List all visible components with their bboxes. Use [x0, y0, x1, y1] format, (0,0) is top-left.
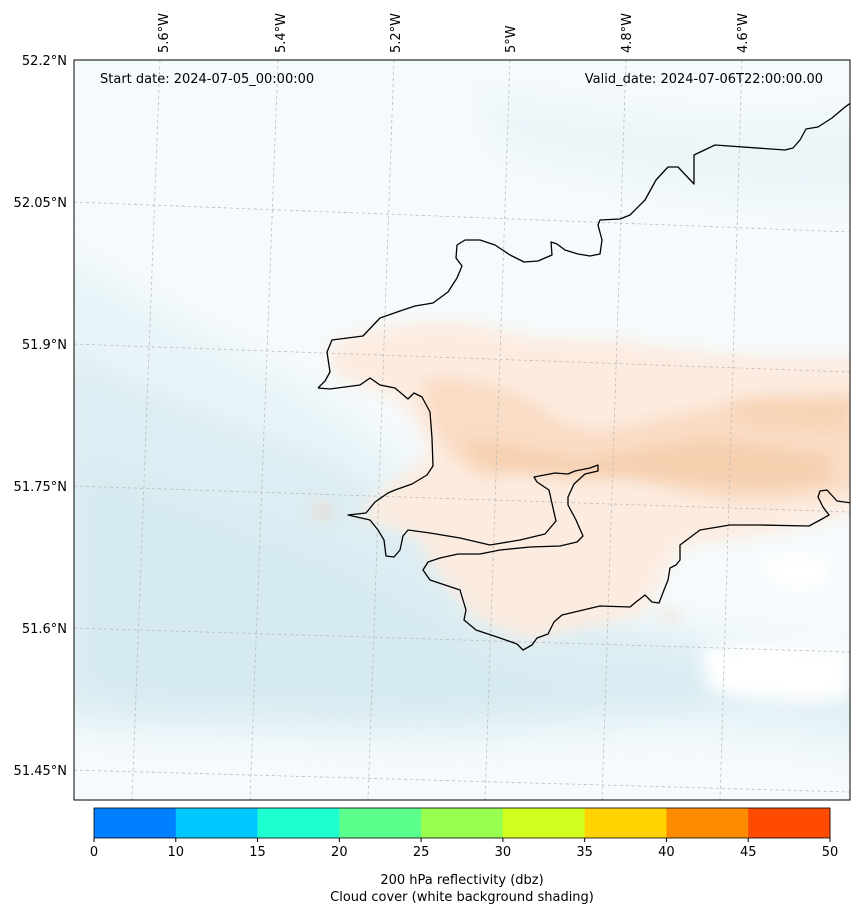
colorbar-tick-label: 35 [576, 845, 593, 860]
land-patch-south [662, 611, 678, 621]
colorbar-tick-label: 30 [495, 845, 512, 860]
colorbar-tick-label: 0 [90, 845, 98, 860]
colorbar-segment [175, 808, 259, 838]
lat-label: 51.9°N [22, 338, 67, 353]
land-patch-west [312, 506, 332, 517]
colorbar-ticks: 0 10 15 20 25 30 35 40 45 50 [90, 838, 838, 860]
lon-label: 5.4°W [274, 13, 289, 53]
colorbar-segment [502, 808, 586, 838]
colorbar-segment [339, 808, 422, 838]
colorbar-tick-label: 45 [740, 845, 757, 860]
map-frame [73, 59, 851, 801]
valid-date-label: Valid_date: 2024-07-06T22:00:00.00 [585, 72, 823, 87]
lat-label: 51.75°N [14, 480, 67, 495]
land-shade-core [470, 440, 830, 489]
land-reflectivity-shading [312, 321, 850, 702]
colorbar-tick-label: 25 [413, 845, 430, 860]
colorbar-segment [584, 808, 667, 838]
colorbar-segment [257, 808, 340, 838]
colorbar-tick-label: 20 [331, 845, 348, 860]
colorbar-segment [666, 808, 749, 838]
colorbar-segments [94, 808, 831, 838]
coastline [317, 102, 850, 651]
lat-label: 51.6°N [22, 622, 67, 637]
colorbar-segment [94, 808, 177, 838]
colorbar-segment [748, 808, 831, 838]
colorbar-tick-label: 10 [168, 845, 185, 860]
lon-label: 4.6°W [736, 13, 751, 53]
colorbar-label-line2: Cloud cover (white background shading) [330, 890, 594, 905]
longitude-labels: 5.6°W 5.4°W 5.2°W 5°W 4.8°W 4.6°W [157, 13, 751, 53]
lon-label: 4.8°W [620, 13, 635, 53]
lon-label: 5°W [504, 25, 519, 53]
sea-band-light-top [480, 90, 850, 205]
colorbar: 0 10 15 20 25 30 35 40 45 50 200 hPa reflectivity… [90, 807, 838, 905]
lat-label: 52.05°N [14, 196, 67, 211]
coastline-pembroke [317, 377, 850, 651]
latitude-labels: 52.2°N 52.05°N 51.9°N 51.75°N 51.6°N 51.… [14, 54, 67, 779]
lat-label: 52.2°N [22, 54, 67, 69]
colorbar-frame [93, 807, 831, 839]
colorbar-tick-label: 50 [822, 845, 839, 860]
sea-band-core [80, 470, 700, 713]
colorbar-label-line1: 200 hPa reflectivity (dbz) [380, 873, 543, 888]
coastline-north [317, 102, 850, 389]
cloud-gap-1 [760, 552, 831, 592]
start-date-label: Start date: 2024-07-05_00:00:00 [100, 72, 314, 87]
sea-cloud-shading [74, 90, 850, 755]
lon-label: 5.6°W [157, 13, 172, 53]
lat-label: 51.45°N [14, 764, 67, 779]
cloud-gap-2 [700, 642, 850, 702]
colorbar-segment [421, 808, 504, 838]
colorbar-tick-label: 40 [658, 845, 675, 860]
lon-label: 5.2°W [389, 13, 404, 53]
land-shade-spot-east [730, 396, 850, 431]
colorbar-tick-label: 15 [249, 845, 266, 860]
map-panel [74, 60, 850, 800]
